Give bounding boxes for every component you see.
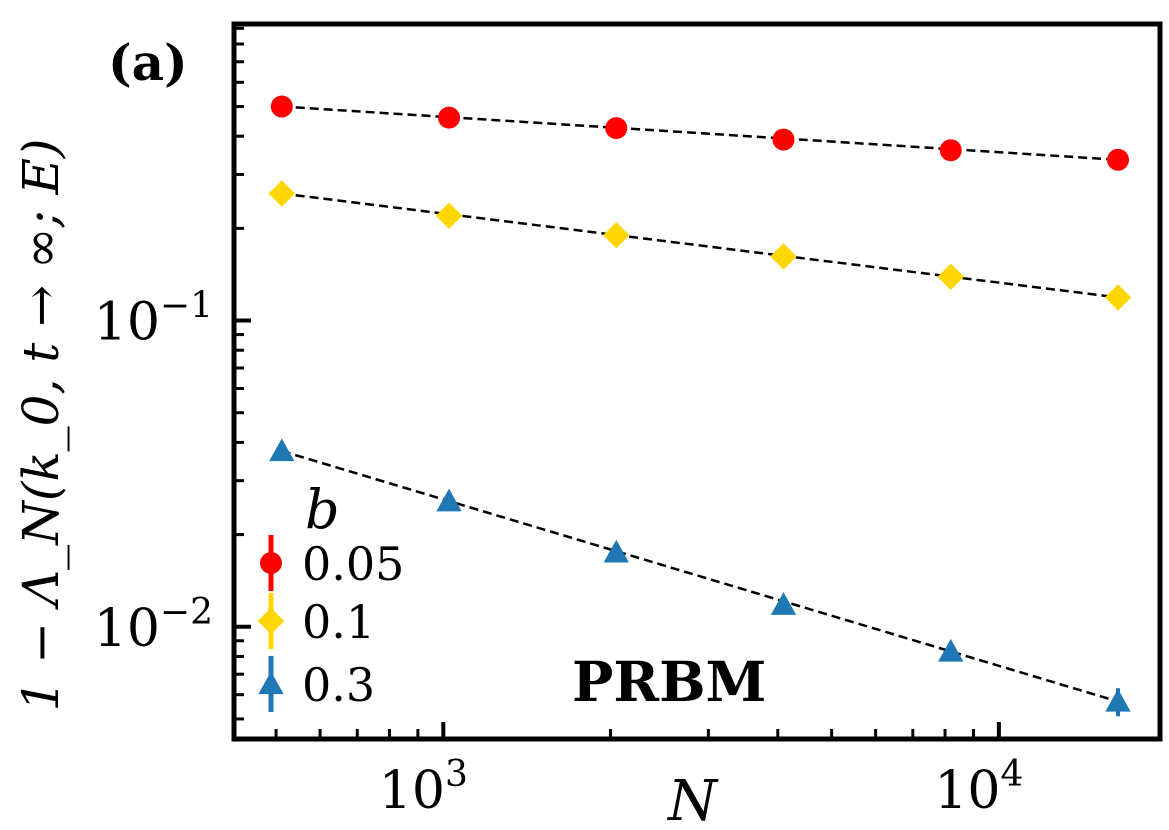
data-point — [938, 638, 964, 662]
legend: b 0.050.1 0.3 — [257, 478, 404, 712]
legend-label: 0.05 — [302, 537, 404, 591]
data-point — [436, 488, 462, 512]
plot-frame — [231, 21, 1163, 742]
legend-label: 0.1 — [302, 595, 375, 649]
data-point — [269, 438, 295, 462]
legend-marker — [257, 607, 285, 635]
y-tick-label: 10−2 — [94, 592, 213, 659]
data-point — [605, 117, 628, 140]
legend-marker — [260, 552, 282, 574]
data-point — [939, 139, 962, 162]
data-point — [438, 106, 461, 129]
data-point — [1106, 148, 1129, 171]
data-point — [1105, 688, 1131, 712]
data-point — [1104, 284, 1132, 311]
data-point — [937, 263, 964, 290]
data-markers — [268, 95, 1132, 717]
x-tick-label: 104 — [934, 754, 1023, 821]
y-axis-label: 1 − Λ_N(k_0, t → ∞; E) — [12, 139, 70, 712]
legend-label: 0.3 — [302, 658, 375, 712]
legend-marker — [258, 671, 284, 695]
data-point — [435, 202, 463, 229]
data-point — [770, 243, 797, 270]
fit-lines — [281, 105, 1119, 703]
panel-label: (a) — [108, 33, 188, 92]
legend-title: b — [305, 478, 340, 541]
data-point — [268, 180, 295, 207]
fit-line — [281, 105, 1119, 162]
fit-line — [281, 192, 1119, 299]
x-axis-label: N — [666, 769, 719, 830]
data-point — [270, 95, 293, 118]
model-label: PRBM — [572, 649, 766, 714]
data-point — [603, 222, 630, 249]
y-tick-label: 10−1 — [94, 286, 213, 353]
data-point — [770, 592, 797, 615]
data-point — [603, 539, 629, 563]
fit-line — [281, 449, 1119, 703]
x-tick-label: 103 — [379, 754, 468, 821]
data-point — [772, 128, 795, 151]
